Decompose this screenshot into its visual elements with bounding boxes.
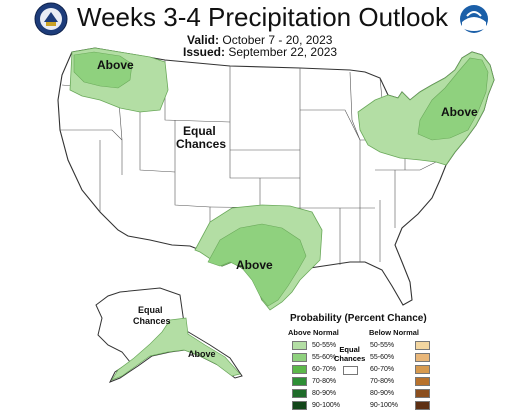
issued-line: Issued: September 22, 2023: [183, 45, 337, 59]
noaa-logo-icon: [460, 5, 488, 33]
label-central-line2: Chances: [176, 137, 226, 151]
legend-above-swatch: [292, 401, 307, 410]
legend-above-row: 70-80%: [292, 377, 336, 386]
legend-title: Probability (Percent Chance): [290, 313, 427, 324]
legend-equal-line1: Equal: [339, 345, 360, 354]
legend-above-row: 55-60%: [292, 353, 336, 362]
legend-below-row: 80-90%: [370, 389, 430, 398]
legend-below-swatch: [415, 377, 430, 386]
legend-below-label: 50-55%: [370, 342, 395, 349]
legend-above-row: 60-70%: [292, 365, 336, 374]
legend-equal-label: Equal Chances: [334, 345, 365, 363]
legend-above-swatch: [292, 365, 307, 374]
legend-below-row: 60-70%: [370, 365, 430, 374]
valid-dates: October 7 - 20, 2023: [222, 33, 333, 47]
issued-label: Issued:: [183, 45, 226, 59]
legend-above-row: 90-100%: [292, 401, 340, 410]
map-title: Weeks 3-4 Precipitation Outlook: [77, 2, 448, 32]
label-alaska-eq-line2: Chances: [133, 316, 171, 326]
legend-below-header: Below Normal: [369, 328, 420, 337]
legend-below-label: 60-70%: [370, 366, 395, 373]
legend-above-header: Above Normal: [288, 328, 339, 337]
legend-above-label: 55-60%: [312, 354, 337, 361]
label-northeast: Above: [441, 105, 478, 119]
legend-above-row: 80-90%: [292, 389, 336, 398]
region-northeast-above-inner: [417, 57, 489, 141]
region-south-above-inner: [207, 223, 307, 307]
valid-line: Valid: October 7 - 20, 2023: [187, 33, 332, 47]
label-alaska-eq-line1: Equal: [138, 305, 163, 315]
region-northwest-above-inner: [73, 51, 133, 89]
region-alaska-above: [111, 317, 241, 381]
label-south: Above: [236, 258, 273, 272]
legend-above-label: 70-80%: [312, 378, 337, 385]
legend-below-swatch: [415, 365, 430, 374]
legend-above-label: 80-90%: [312, 390, 337, 397]
legend-below-swatch: [415, 353, 430, 362]
legend-above-swatch: [292, 377, 307, 386]
legend-below-label: 55-60%: [370, 354, 395, 361]
label-alaska-south: Above: [188, 349, 216, 359]
legend-below-swatch: [415, 389, 430, 398]
legend-above-swatch: [292, 353, 307, 362]
legend-above-label: 60-70%: [312, 366, 337, 373]
legend-above-swatch: [292, 341, 307, 350]
legend-below-swatch: [415, 341, 430, 350]
legend-below-swatch: [415, 401, 430, 410]
label-central-line1: Equal: [183, 124, 216, 138]
legend-below-label: 70-80%: [370, 378, 395, 385]
legend-above-row: 50-55%: [292, 341, 336, 350]
valid-label: Valid:: [187, 33, 220, 47]
issued-date: September 22, 2023: [228, 45, 338, 59]
legend-above-swatch: [292, 389, 307, 398]
label-northwest: Above: [97, 58, 134, 72]
legend-below-label: 90-100%: [370, 402, 399, 409]
legend-equal-line2: Chances: [334, 354, 366, 363]
doc-seal-icon: [34, 2, 68, 36]
legend-below-row: 70-80%: [370, 377, 430, 386]
legend-above-label: 50-55%: [312, 342, 337, 349]
legend-below-row: 50-55%: [370, 341, 430, 350]
legend-below-row: 90-100%: [370, 401, 430, 410]
legend-below-label: 80-90%: [370, 390, 395, 397]
legend-below-row: 55-60%: [370, 353, 430, 362]
legend-equal-swatch: [343, 366, 358, 375]
legend-above-label: 90-100%: [312, 402, 341, 409]
